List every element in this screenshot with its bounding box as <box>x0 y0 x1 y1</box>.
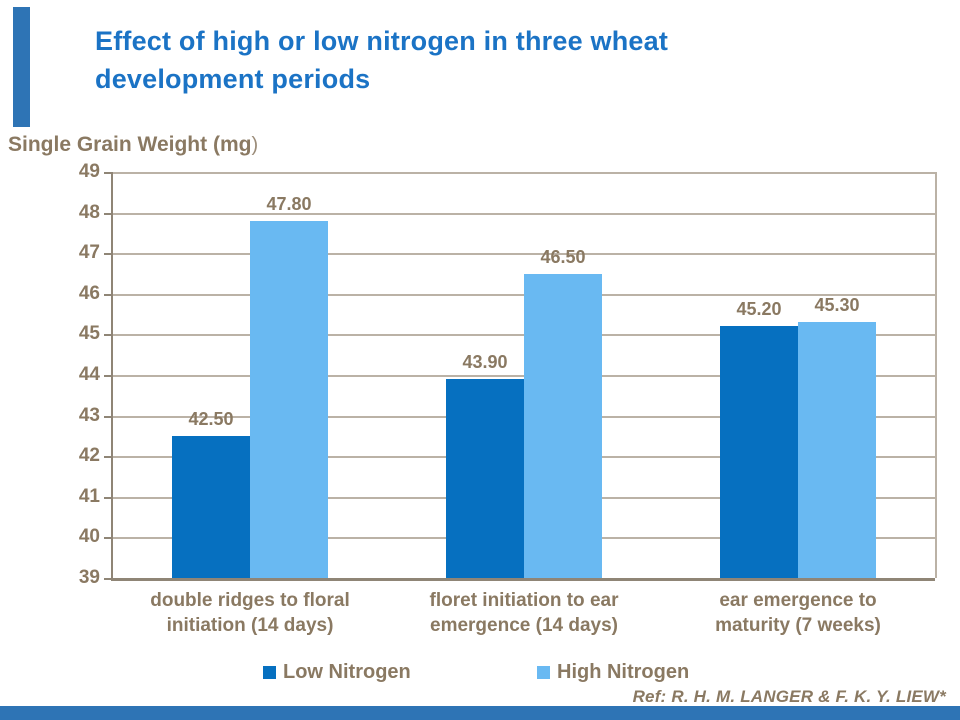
bar-high-nitrogen <box>250 221 328 578</box>
bar-value-label: 45.20 <box>736 299 782 319</box>
y-tick-label: 45 <box>78 323 100 344</box>
y-tick-label: 42 <box>78 445 100 466</box>
gridline <box>113 172 935 174</box>
y-axis-tick <box>104 253 113 255</box>
legend-item-high-nitrogen: High Nitrogen <box>537 661 689 683</box>
y-axis-tick <box>104 172 113 174</box>
y-axis-tick <box>104 416 113 418</box>
bar-low-nitrogen <box>172 436 250 578</box>
legend-swatch-icon <box>537 665 550 679</box>
y-tick-label: 47 <box>78 242 100 263</box>
bar-low-nitrogen <box>720 326 798 578</box>
bar-high-nitrogen <box>524 274 602 578</box>
y-axis-title-text: Single Grain Weight (mg <box>8 133 252 156</box>
plot-right-border <box>935 172 937 578</box>
y-tick-label: 43 <box>78 405 100 426</box>
y-axis-tick <box>104 456 113 458</box>
x-category-label: double ridges to floral initiation (14 d… <box>150 590 350 636</box>
reference-text: Ref: R. H. M. LANGER & F. K. Y. LIEW* <box>632 687 946 706</box>
y-axis-tick <box>104 334 113 336</box>
x-category-label: ear emergence to maturity (7 weeks) <box>715 590 881 636</box>
gridline <box>113 253 935 255</box>
y-tick-label: 40 <box>78 526 100 547</box>
legend-swatch-icon <box>263 665 276 679</box>
legend-label: Low Nitrogen <box>283 661 411 683</box>
bar-value-label: 46.50 <box>540 247 586 267</box>
bottom-accent-bar <box>0 706 960 720</box>
y-tick-label: 48 <box>78 202 100 223</box>
gridline <box>113 213 935 215</box>
y-tick-label: 44 <box>78 364 100 385</box>
y-axis-title-paren: ) <box>251 134 259 156</box>
x-category-label: floret initiation to ear emergence (14 d… <box>429 590 619 636</box>
bar-low-nitrogen <box>446 379 524 578</box>
bar-value-label: 47.80 <box>266 194 312 214</box>
x-axis-line <box>111 578 935 581</box>
y-axis-line <box>111 172 113 578</box>
bar-high-nitrogen <box>798 322 876 578</box>
y-axis-tick <box>104 213 113 215</box>
y-axis-tick <box>104 497 113 499</box>
y-tick-label: 39 <box>78 567 100 588</box>
left-accent-bar <box>13 7 30 127</box>
bar-value-label: 45.30 <box>814 295 860 315</box>
y-tick-label: 41 <box>78 486 100 507</box>
legend-label: High Nitrogen <box>557 661 690 683</box>
bar-value-label: 43.90 <box>462 352 508 372</box>
y-axis-tick <box>104 375 113 377</box>
bar-value-label: 42.50 <box>188 409 234 429</box>
y-axis-tick <box>104 537 113 539</box>
y-axis-title: Single Grain Weight (mg) <box>8 133 258 157</box>
chart-title: Effect of high or low nitrogen in three … <box>95 26 669 94</box>
y-axis-tick <box>104 294 113 296</box>
y-tick-label: 46 <box>78 283 100 304</box>
y-axis-tick <box>104 578 113 580</box>
legend-item-low-nitrogen: Low Nitrogen <box>263 661 411 683</box>
y-tick-label: 49 <box>78 161 100 182</box>
